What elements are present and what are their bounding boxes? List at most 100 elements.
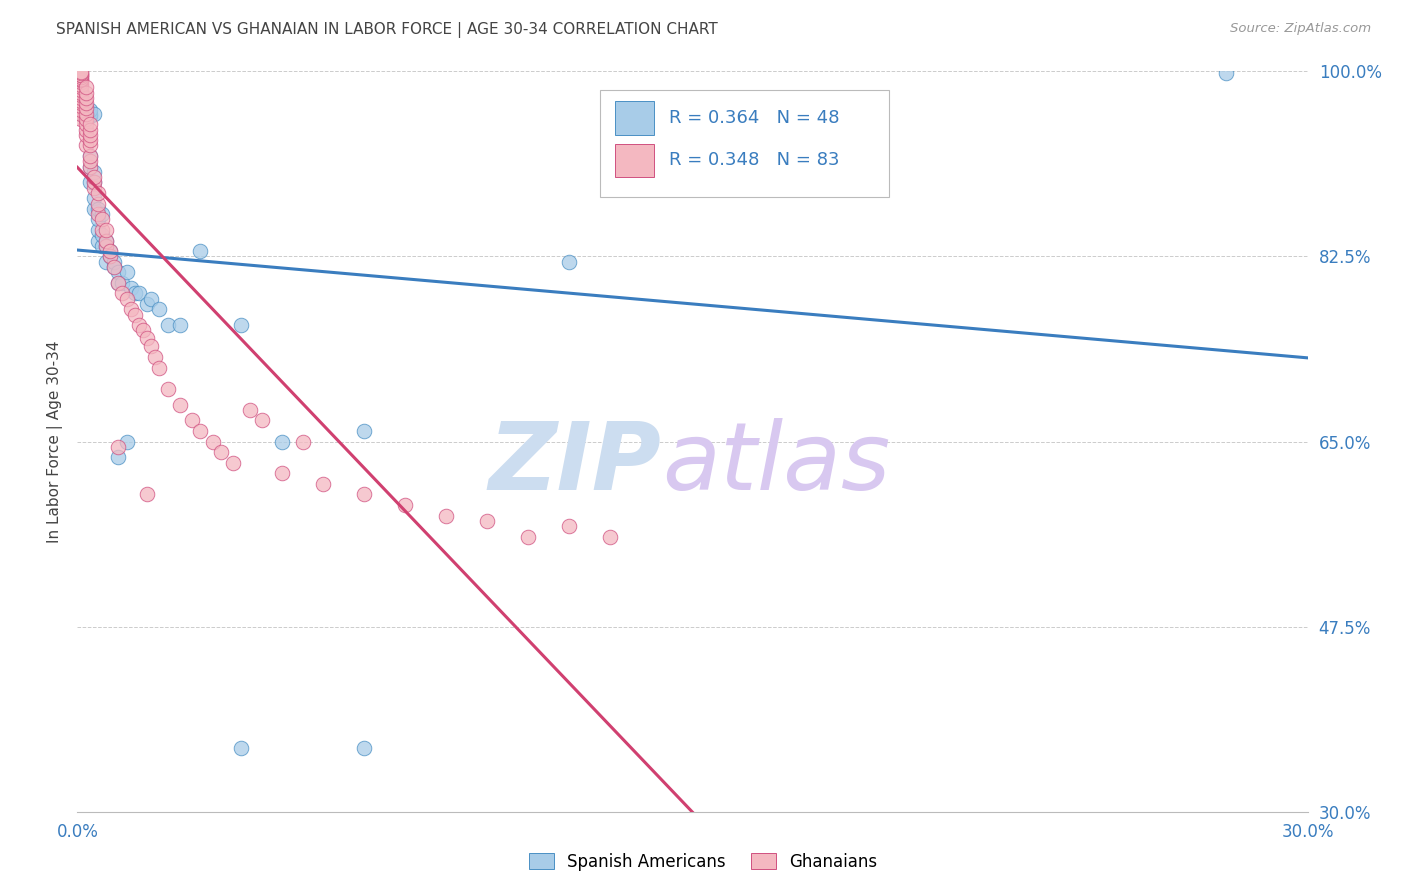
Point — [111, 286, 134, 301]
Point — [107, 276, 129, 290]
Point — [70, 65, 93, 79]
Point — [79, 128, 101, 142]
Text: R = 0.348   N = 83: R = 0.348 N = 83 — [669, 152, 839, 169]
Point — [79, 160, 101, 174]
Point — [70, 103, 93, 118]
Point — [70, 83, 93, 97]
Point — [90, 239, 114, 253]
Point — [70, 68, 93, 82]
Point — [83, 106, 105, 120]
Point — [70, 94, 93, 108]
Point — [79, 103, 101, 118]
Point — [70, 80, 93, 95]
Point — [83, 175, 105, 190]
Point — [94, 234, 117, 248]
Point — [98, 244, 121, 259]
Point — [70, 71, 93, 86]
Point — [250, 413, 273, 427]
Point — [83, 170, 105, 185]
Point — [115, 265, 138, 279]
Point — [90, 228, 114, 243]
Point — [94, 234, 117, 248]
Point — [79, 149, 101, 163]
Point — [120, 281, 142, 295]
Point — [201, 434, 224, 449]
Point — [209, 445, 232, 459]
FancyBboxPatch shape — [600, 90, 890, 197]
Point — [79, 138, 101, 153]
Point — [79, 109, 101, 123]
Point — [558, 519, 581, 533]
Point — [231, 318, 253, 333]
Point — [128, 286, 150, 301]
Point — [75, 96, 97, 111]
Point — [188, 424, 212, 438]
Point — [353, 741, 375, 756]
Point — [79, 149, 101, 163]
Point — [143, 350, 166, 364]
Point — [477, 514, 499, 528]
Point — [87, 196, 110, 211]
Point — [70, 96, 93, 111]
Point — [107, 450, 129, 465]
Point — [75, 102, 97, 116]
Point — [148, 360, 170, 375]
Point — [70, 70, 93, 84]
Point — [115, 434, 138, 449]
Point — [70, 86, 93, 100]
Point — [94, 254, 117, 268]
Point — [79, 122, 101, 136]
Point — [87, 202, 110, 216]
Point — [1215, 66, 1237, 80]
Point — [75, 112, 97, 126]
Point — [87, 234, 110, 248]
Point — [169, 318, 191, 333]
Point — [141, 292, 163, 306]
Point — [136, 331, 159, 345]
Point — [222, 456, 245, 470]
Legend: Spanish Americans, Ghanaians: Spanish Americans, Ghanaians — [520, 845, 886, 880]
Point — [83, 180, 105, 194]
Point — [75, 128, 97, 142]
Point — [87, 186, 110, 200]
Point — [124, 286, 146, 301]
Point — [70, 78, 93, 92]
Point — [90, 207, 114, 221]
Point — [312, 476, 335, 491]
Point — [70, 66, 93, 80]
Point — [94, 239, 117, 253]
Point — [394, 498, 416, 512]
Point — [79, 106, 101, 120]
Point — [87, 212, 110, 227]
Point — [87, 223, 110, 237]
Point — [94, 239, 117, 253]
Point — [103, 260, 125, 274]
Point — [148, 302, 170, 317]
Point — [87, 207, 110, 221]
Text: atlas: atlas — [662, 418, 890, 509]
Point — [188, 244, 212, 259]
Point — [107, 440, 129, 454]
Y-axis label: In Labor Force | Age 30-34: In Labor Force | Age 30-34 — [48, 340, 63, 543]
Point — [291, 434, 314, 449]
Point — [70, 91, 93, 105]
Point — [98, 244, 121, 259]
Point — [353, 487, 375, 501]
Point — [70, 106, 93, 120]
Point — [107, 276, 129, 290]
Point — [75, 86, 97, 100]
Point — [70, 99, 93, 113]
Point — [231, 741, 253, 756]
Point — [120, 302, 142, 317]
Point — [271, 467, 294, 481]
Bar — [614, 102, 654, 135]
Text: Source: ZipAtlas.com: Source: ZipAtlas.com — [1230, 22, 1371, 36]
Point — [83, 202, 105, 216]
Point — [181, 413, 204, 427]
Point — [94, 223, 117, 237]
Point — [83, 175, 105, 190]
Text: ZIP: ZIP — [489, 417, 662, 509]
Point — [70, 112, 93, 126]
Point — [98, 250, 121, 264]
Point — [132, 324, 155, 338]
